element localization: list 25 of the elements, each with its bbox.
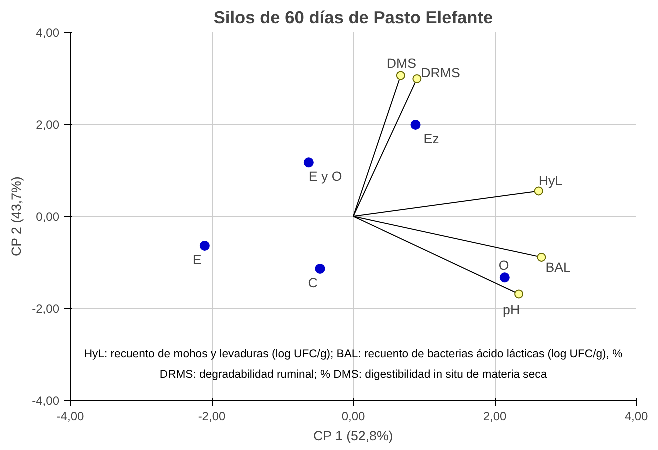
y-tick-label: 2,00 — [36, 118, 60, 132]
y-axis-title: CP 2 (43,7%) — [9, 176, 24, 256]
y-tick-label: 4,00 — [36, 26, 60, 40]
y-tick-label: -2,00 — [32, 302, 60, 316]
annotation: DRMS: degradabilidad ruminal; % DMS: digestibilidad in situ de materia seca — [160, 369, 548, 382]
data-label: BAL — [546, 260, 571, 275]
data-label: O — [498, 258, 510, 274]
data-label: pH — [503, 302, 520, 318]
data-label: Ez — [424, 131, 440, 146]
x-tick-label: 4,00 — [624, 410, 649, 424]
x-axis-title: CP 1 (52,8%) — [314, 428, 394, 444]
x-tick-label: -2,00 — [198, 410, 226, 424]
data-label: DMS — [386, 56, 417, 72]
x-tick-label: 2,00 — [483, 410, 508, 424]
y-tick-label: -4,00 — [32, 394, 60, 408]
annotation: HyL: recuento de mohos y levaduras (log UFC/g); BAL: recuento de bacterias ácido lácticas (log UFC/g), % — [84, 348, 623, 360]
data-label: DRMS — [421, 65, 461, 80]
x-tick-label: -4,00 — [56, 410, 84, 424]
data-label: E y O — [308, 169, 342, 184]
chart-title: Silos de 60 días de Pasto Elefante — [214, 8, 494, 28]
x-tick-label: 0,00 — [342, 410, 366, 424]
data-label: E — [192, 252, 202, 268]
data-label: C — [308, 275, 318, 290]
data-label: HyL — [538, 174, 563, 189]
y-tick-label: 0,00 — [36, 210, 60, 224]
